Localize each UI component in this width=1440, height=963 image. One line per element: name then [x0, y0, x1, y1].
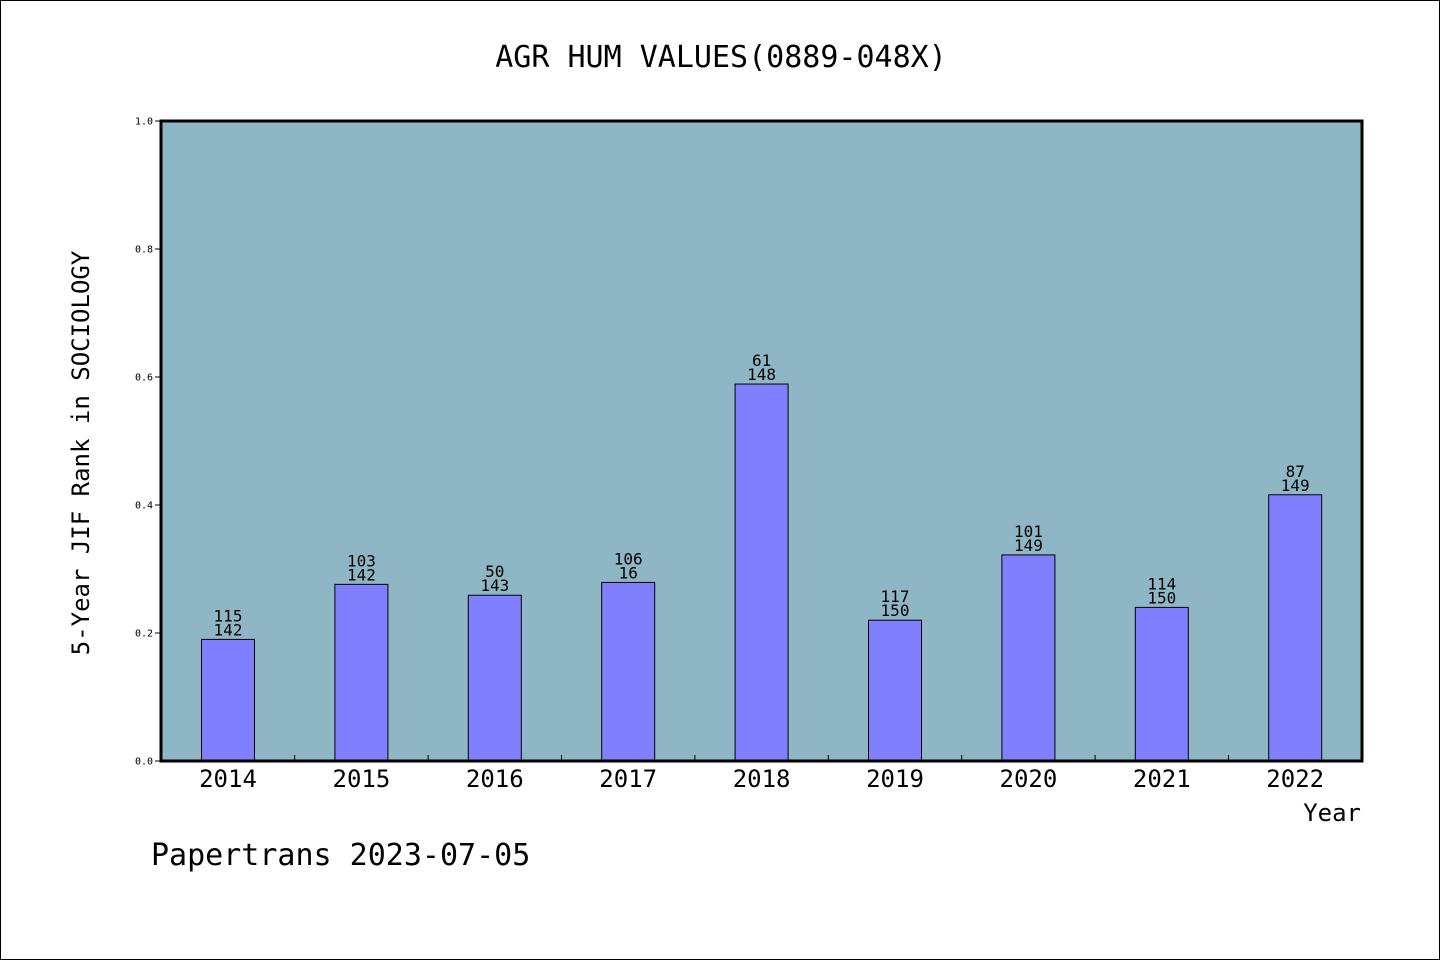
bar-label-top: 103 [347, 551, 376, 570]
bar [467, 594, 522, 762]
x-tick-label: 2019 [866, 765, 924, 793]
bar-label-bottom: 149 [1014, 536, 1043, 555]
y-tick-label: 0.2 [135, 629, 153, 640]
bar-label-bottom: 149 [1281, 476, 1310, 495]
x-tick-label: 2020 [1000, 765, 1058, 793]
y-axis-label: 5-Year JIF Rank in SOCIOLOGY [67, 250, 95, 655]
bar [1134, 606, 1189, 762]
chart-title: AGR HUM VALUES(0889-048X) [495, 40, 947, 75]
x-tick-label: 2018 [733, 765, 791, 793]
bar-label-bottom: 142 [214, 620, 243, 639]
x-axis-label: Year [1303, 799, 1361, 827]
y-tick-label: 1.0 [135, 117, 153, 128]
bar [601, 581, 656, 762]
x-tick-label: 2017 [599, 765, 657, 793]
y-tick-label: 0.0 [135, 757, 153, 768]
plot-border [159, 119, 1364, 763]
bar-label-top: 114 [1147, 574, 1176, 593]
x-tick-label: 2016 [466, 765, 524, 793]
bar-label-bottom: 148 [747, 365, 776, 384]
bar-label-bottom: 142 [347, 565, 376, 584]
y-tick-label: 0.6 [135, 373, 153, 384]
bar-label-top: 106 [614, 549, 643, 568]
y-axis: 0.0 0.2 0.4 0.6 0.8 1.0 [135, 117, 161, 768]
x-tick-label: 2022 [1266, 765, 1324, 793]
y-tick-label: 0.4 [135, 501, 153, 512]
bar-label-bottom: 150 [881, 601, 910, 620]
bar [201, 638, 255, 762]
footer-credit: Papertrans 2023-07-05 [151, 838, 530, 873]
x-tick-label: 2014 [199, 765, 257, 793]
bar-label-bottom: 16 [619, 563, 638, 582]
bar-label-top: 115 [214, 606, 243, 625]
bar [868, 619, 922, 762]
bar-label-top: 50 [485, 562, 504, 581]
bar-label-top: 101 [1014, 522, 1043, 541]
x-tick-label: 2021 [1133, 765, 1191, 793]
y-tick-label: 0.8 [135, 245, 153, 256]
bar [1001, 554, 1056, 762]
bar [1268, 494, 1323, 762]
bar [734, 383, 789, 762]
bar-label-top: 61 [752, 351, 771, 370]
bar-label-bottom: 143 [480, 576, 509, 595]
bar-label-top: 117 [881, 587, 910, 606]
bar [334, 583, 389, 762]
bar-label-bottom: 150 [1147, 588, 1176, 607]
bars-group [201, 383, 1323, 762]
bar-label-top: 87 [1286, 462, 1305, 481]
x-axis: 2014 2015 2016 2017 2018 2019 2020 2021 2022 [199, 755, 1324, 793]
x-tick-label: 2015 [333, 765, 391, 793]
